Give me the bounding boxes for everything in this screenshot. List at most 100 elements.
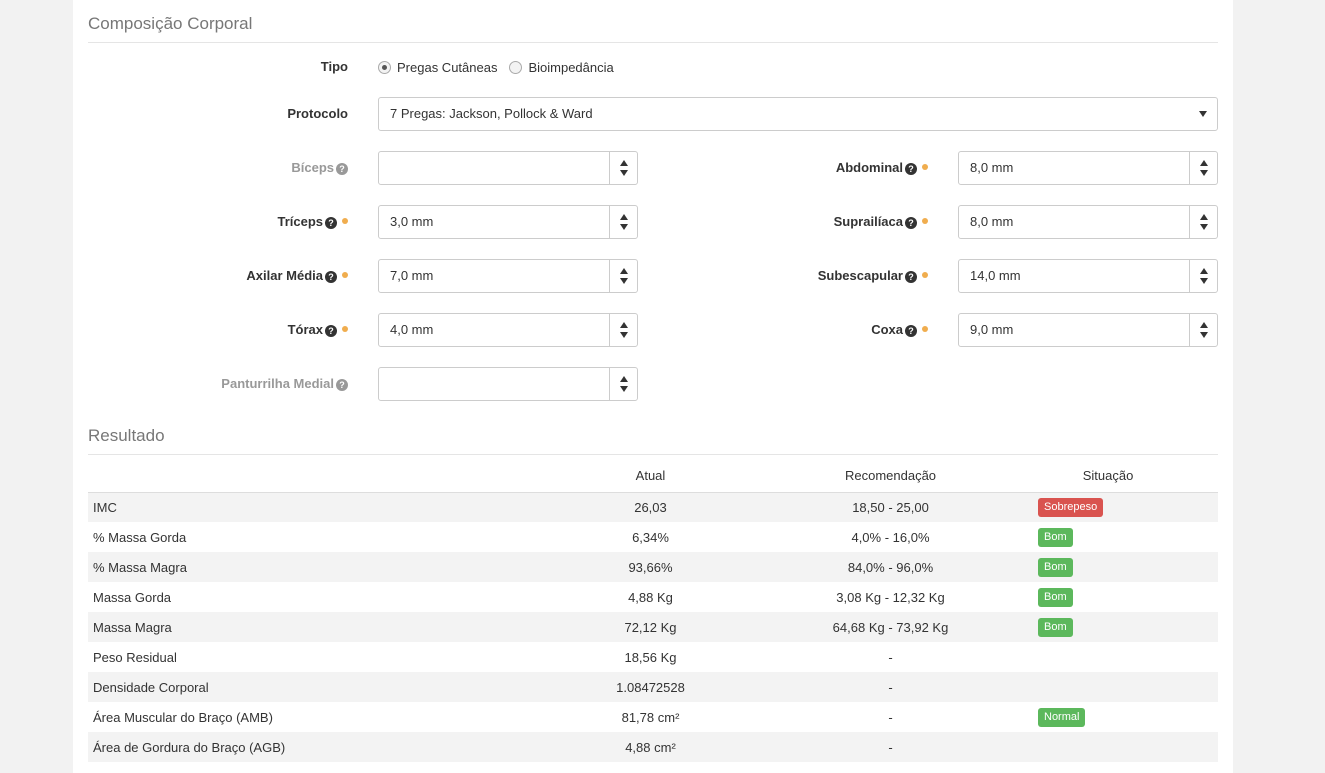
arrow-up-icon[interactable] — [1200, 322, 1208, 328]
measurement-input[interactable]: 9,0 mm — [958, 313, 1218, 347]
spinner-buttons[interactable] — [1189, 314, 1217, 346]
field-label-text: Coxa — [871, 322, 903, 337]
arrow-down-icon[interactable] — [1200, 224, 1208, 230]
cell-situacao: Bom — [998, 552, 1218, 582]
cell-recomendacao: - — [888, 709, 893, 725]
table-row: Peso Residual 18,56 Kg - — [88, 642, 1218, 672]
question-circle-icon[interactable]: ? — [336, 379, 348, 391]
radio-circle-selected[interactable] — [378, 60, 391, 74]
field-label: Subescapular? — [653, 259, 928, 293]
arrow-down-icon[interactable] — [1200, 332, 1208, 338]
spinner-buttons[interactable] — [609, 152, 637, 184]
table-row: IMC 26,03 18,50 - 25,00 Sobrepeso — [88, 492, 1218, 522]
measurement-input[interactable] — [378, 151, 638, 185]
radio-pregas-cutaneas[interactable]: Pregas Cutâneas — [378, 60, 497, 75]
measurement-input[interactable]: 14,0 mm — [958, 259, 1218, 293]
arrow-up-icon[interactable] — [620, 268, 628, 274]
arrow-down-icon[interactable] — [620, 386, 628, 392]
question-circle-icon[interactable]: ? — [905, 217, 917, 229]
measurement-input[interactable] — [378, 367, 638, 401]
header-name — [88, 460, 518, 493]
status-badge: Sobrepeso — [1038, 497, 1104, 517]
status-badge: Bom — [1038, 617, 1073, 637]
protocolo-select[interactable]: 7 Pregas: Jackson, Pollock & Ward — [378, 97, 1218, 131]
field-label-text: Axilar Média — [246, 268, 323, 283]
question-circle-icon[interactable]: ? — [336, 163, 348, 175]
radio-label: Pregas Cutâneas — [397, 59, 498, 75]
cell-name: % Massa Gorda — [93, 529, 187, 545]
arrow-up-icon[interactable] — [1200, 214, 1208, 220]
spinner-buttons[interactable] — [609, 206, 637, 238]
measurement-input[interactable]: 8,0 mm — [958, 205, 1218, 239]
status-badge: Normal — [1038, 707, 1086, 727]
input-value: 7,0 mm — [390, 268, 434, 283]
required-dot-icon — [922, 326, 928, 332]
cell-recomendacao: 4,0% - 16,0% — [851, 529, 930, 545]
cell-situacao: Bom — [998, 522, 1218, 552]
question-circle-icon[interactable]: ? — [325, 271, 337, 283]
arrow-up-icon[interactable] — [620, 322, 628, 328]
cell-atual: 4,88 cm² — [518, 732, 783, 762]
spinner-buttons[interactable] — [1189, 206, 1217, 238]
cell-atual: 93,66% — [518, 552, 783, 582]
measurement-input[interactable]: 7,0 mm — [378, 259, 638, 293]
arrow-up-icon[interactable] — [620, 214, 628, 220]
required-dot-icon — [922, 218, 928, 224]
input-value: 14,0 mm — [970, 268, 1021, 283]
question-circle-icon[interactable]: ? — [325, 217, 337, 229]
cell-name: Peso Residual — [93, 649, 177, 665]
input-value: 3,0 mm — [390, 214, 434, 229]
input-value: 8,0 mm — [970, 214, 1014, 229]
field-label: Suprailíaca? — [653, 205, 928, 239]
question-circle-icon[interactable]: ? — [905, 325, 917, 337]
tipo-radio-group: Pregas Cutâneas Bioimpedância — [378, 58, 626, 76]
table-row: % Massa Magra 93,66% 84,0% - 96,0% Bom — [88, 552, 1218, 582]
cell-recomendacao: 3,08 Kg - 12,32 Kg — [836, 589, 945, 605]
arrow-down-icon[interactable] — [1200, 170, 1208, 176]
field-label: Bíceps? — [73, 151, 348, 185]
spinner-buttons[interactable] — [609, 260, 637, 292]
composicao-title: Composição Corporal — [88, 14, 1218, 43]
arrow-up-icon[interactable] — [620, 376, 628, 382]
question-circle-icon[interactable]: ? — [325, 325, 337, 337]
measurement-input[interactable]: 8,0 mm — [958, 151, 1218, 185]
spinner-buttons[interactable] — [1189, 260, 1217, 292]
cell-situacao: Bom — [998, 612, 1218, 642]
question-circle-icon[interactable]: ? — [905, 271, 917, 283]
cell-atual: 26,03 — [518, 492, 783, 522]
field-label: Axilar Média? — [73, 259, 348, 293]
arrow-up-icon[interactable] — [1200, 160, 1208, 166]
cell-situacao: Bom — [998, 582, 1218, 612]
table-row: Densidade Corporal 1.08472528- — [88, 672, 1218, 702]
radio-circle[interactable] — [509, 60, 523, 74]
arrow-up-icon[interactable] — [620, 160, 628, 166]
spinner-buttons[interactable] — [1189, 152, 1217, 184]
cell-recomendacao: - — [783, 732, 998, 762]
arrow-up-icon[interactable] — [1200, 268, 1208, 274]
question-circle-icon[interactable]: ? — [905, 163, 917, 175]
cell-atual: 81,78 cm² — [621, 709, 680, 725]
cell-name: Área Muscular do Braço (AMB) — [93, 709, 273, 725]
resultado-title: Resultado — [88, 426, 1218, 455]
radio-bioimpedancia[interactable]: Bioimpedância — [509, 60, 614, 75]
field-label: Tríceps? — [73, 205, 348, 239]
arrow-down-icon[interactable] — [620, 224, 628, 230]
table-row: Área Muscular do Braço (AMB) 81,78 cm² - No… — [88, 702, 1218, 732]
arrow-down-icon[interactable] — [620, 278, 628, 284]
arrow-down-icon[interactable] — [1200, 278, 1208, 284]
spinner-buttons[interactable] — [609, 314, 637, 346]
measurement-input[interactable]: 3,0 mm — [378, 205, 638, 239]
spinner-buttons[interactable] — [609, 368, 637, 400]
cell-atual: 6,34% — [632, 529, 669, 545]
field-label: Tórax? — [73, 313, 348, 347]
field-label-text: Bíceps — [291, 160, 334, 175]
field-label: Panturrilha Medial? — [73, 367, 348, 401]
measurement-input[interactable]: 4,0 mm — [378, 313, 638, 347]
field-label-text: Abdominal — [835, 160, 903, 175]
field-label-text: Tríceps — [277, 214, 323, 229]
arrow-down-icon[interactable] — [620, 332, 628, 338]
cell-name: Massa Magra — [88, 612, 518, 642]
cell-situacao — [998, 672, 1218, 702]
cell-situacao — [998, 732, 1218, 762]
arrow-down-icon[interactable] — [620, 170, 628, 176]
